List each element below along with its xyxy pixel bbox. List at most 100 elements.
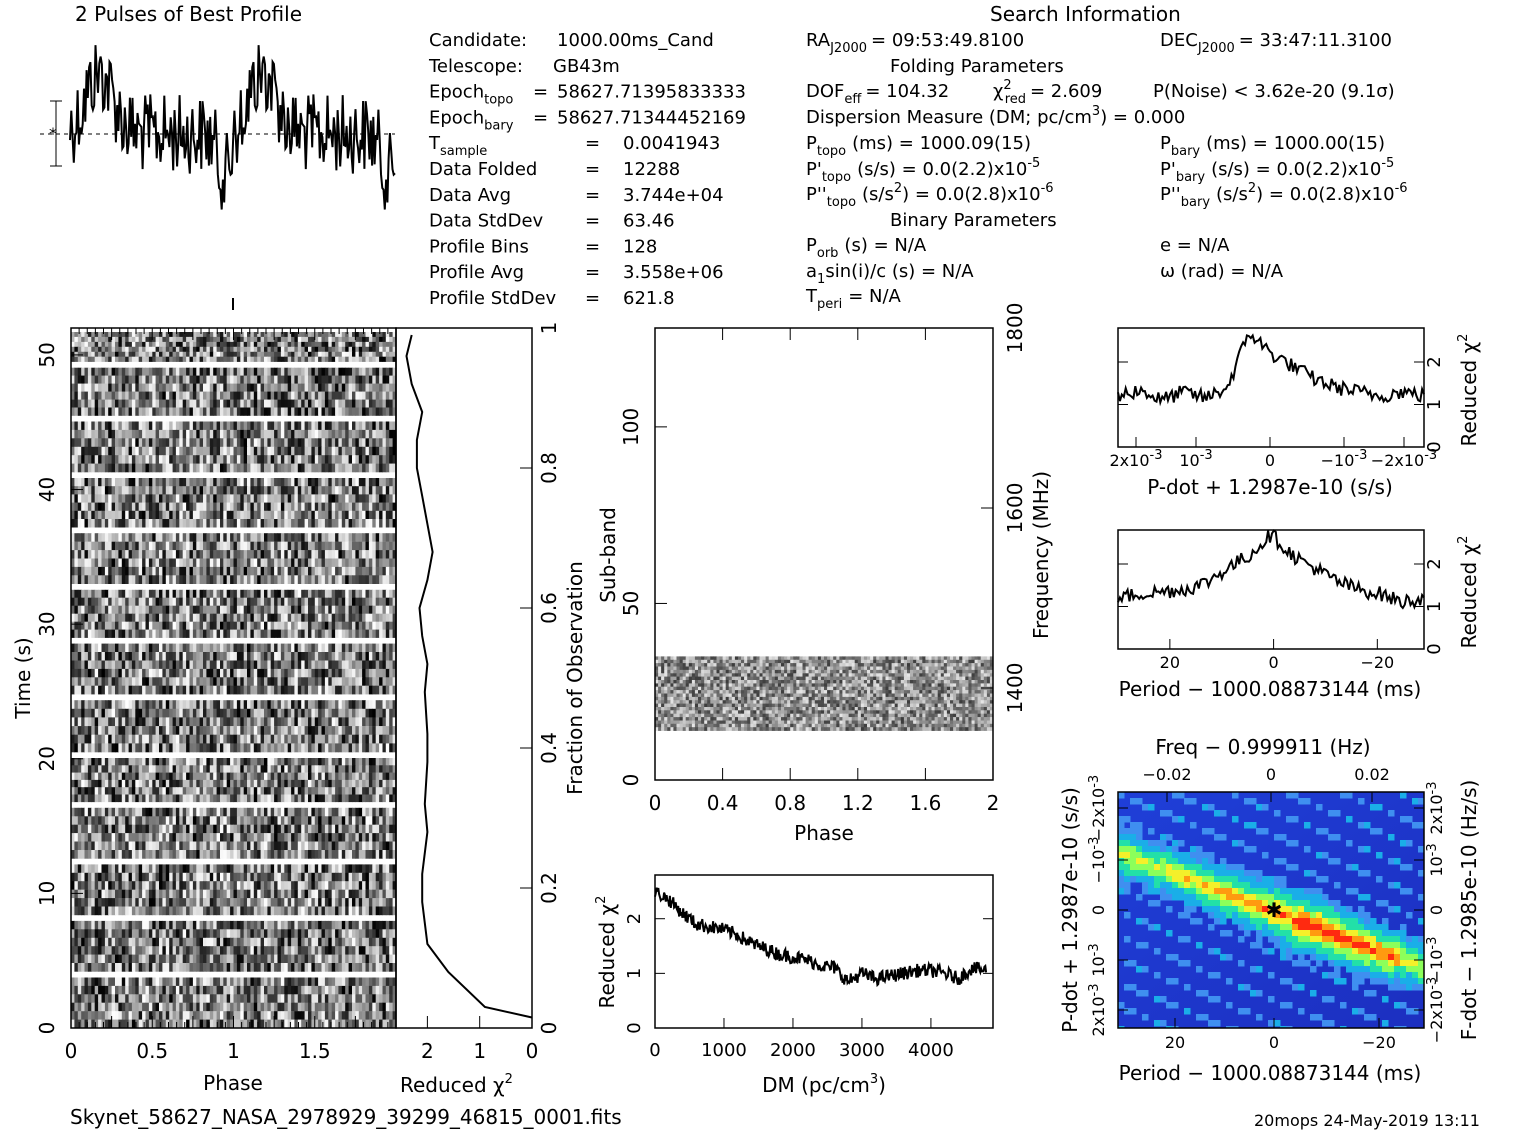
tp-cell	[128, 660, 133, 670]
tp-cell	[341, 502, 346, 512]
tp-cell	[148, 643, 153, 653]
tp-cell	[270, 629, 275, 638]
tp-cell	[142, 677, 146, 686]
tp-cell	[148, 351, 153, 357]
tp-cell	[264, 629, 268, 638]
tp-cell	[264, 341, 268, 348]
tp-cell	[365, 438, 370, 447]
tp-cell	[118, 700, 123, 710]
tp-cell	[358, 510, 363, 520]
tp-cell	[104, 558, 109, 568]
tp-cell	[145, 758, 150, 766]
tp-cell	[138, 765, 143, 773]
tp-cell	[203, 533, 207, 542]
tp-cell	[301, 533, 306, 542]
tp-cell	[155, 685, 160, 695]
tp-cell	[182, 510, 187, 520]
tp-cell	[365, 708, 370, 718]
tp-cell	[87, 621, 92, 630]
tp-cell	[138, 438, 143, 447]
tp-cell	[311, 685, 316, 695]
tp-cell	[216, 743, 221, 753]
tp-cell	[284, 351, 289, 357]
tp-cell	[247, 726, 251, 735]
tp-cell	[318, 717, 322, 727]
tp-cell	[220, 486, 224, 495]
tp-cell	[145, 383, 150, 392]
tp-cell	[345, 621, 350, 630]
tp-cell	[284, 677, 289, 686]
tp-cell	[138, 463, 143, 473]
tp-cell	[352, 486, 356, 495]
tp-cell	[341, 726, 346, 735]
tp-cell	[165, 375, 170, 384]
tp-cell	[382, 478, 387, 487]
tp-cell	[311, 597, 316, 606]
tp-cell	[274, 589, 278, 599]
tp-cell	[392, 519, 397, 528]
tp-cell	[321, 463, 326, 473]
tp-cell	[355, 597, 360, 606]
tp-cell	[379, 708, 383, 718]
tp-cell	[91, 533, 96, 542]
tp-cell	[287, 519, 292, 528]
tp-cell	[121, 758, 126, 766]
tp-cell	[236, 367, 241, 376]
tp-cell	[223, 660, 228, 670]
tp-cell	[311, 486, 316, 495]
tp-cell	[186, 726, 190, 735]
tp-cell	[118, 519, 123, 528]
tp-cell	[382, 597, 387, 606]
tp-cell	[270, 455, 275, 464]
tp-cell	[236, 677, 241, 686]
tp-cell	[148, 765, 153, 773]
tp-cell	[379, 541, 383, 551]
tp-cell	[74, 700, 79, 710]
tp-cell	[87, 643, 92, 653]
tp-cell	[192, 772, 197, 781]
tp-cell	[345, 668, 350, 678]
tp-cell	[186, 399, 190, 408]
tp-cell	[108, 332, 113, 338]
tp-cell	[297, 668, 302, 678]
tp-cell	[291, 566, 295, 576]
tp-cell	[165, 700, 170, 710]
tp-cell	[250, 772, 255, 781]
tp-cell	[280, 589, 285, 599]
tp-cell	[220, 558, 224, 568]
tp-cell	[159, 629, 163, 638]
tp-cell	[382, 613, 387, 622]
tp-cell	[321, 765, 326, 773]
profile-title: 2 Pulses of Best Profile	[75, 2, 302, 26]
tp-cell	[379, 660, 383, 670]
tp-cell	[260, 336, 265, 343]
tp-cell	[101, 629, 106, 638]
tp-cell	[189, 550, 194, 559]
tp-cell	[304, 341, 309, 348]
tp-cell	[345, 336, 350, 343]
tp-cell	[392, 629, 397, 638]
tp-cell	[203, 772, 207, 781]
tp-cell	[94, 407, 99, 416]
tp-cell	[355, 558, 360, 568]
tp-cell	[257, 346, 262, 352]
tp-cell	[260, 332, 265, 338]
tp-cell	[372, 356, 377, 362]
tp-cell	[284, 478, 289, 487]
tp-cell	[379, 341, 383, 348]
tp-cell	[328, 478, 333, 487]
tp-cell	[213, 758, 218, 766]
tp-cell	[169, 779, 174, 788]
tp-cell	[94, 533, 99, 542]
tp-cell	[91, 575, 96, 584]
tp-cell	[291, 758, 295, 766]
tp-cell	[152, 533, 157, 542]
tp-cell	[74, 643, 79, 653]
tp-cell	[165, 391, 170, 400]
tp-cell	[81, 510, 86, 520]
tp-cell	[186, 429, 190, 439]
tp-cell	[270, 438, 275, 447]
tp-cell	[274, 550, 278, 559]
tp-cell	[341, 399, 346, 408]
tp-cell	[324, 668, 329, 678]
